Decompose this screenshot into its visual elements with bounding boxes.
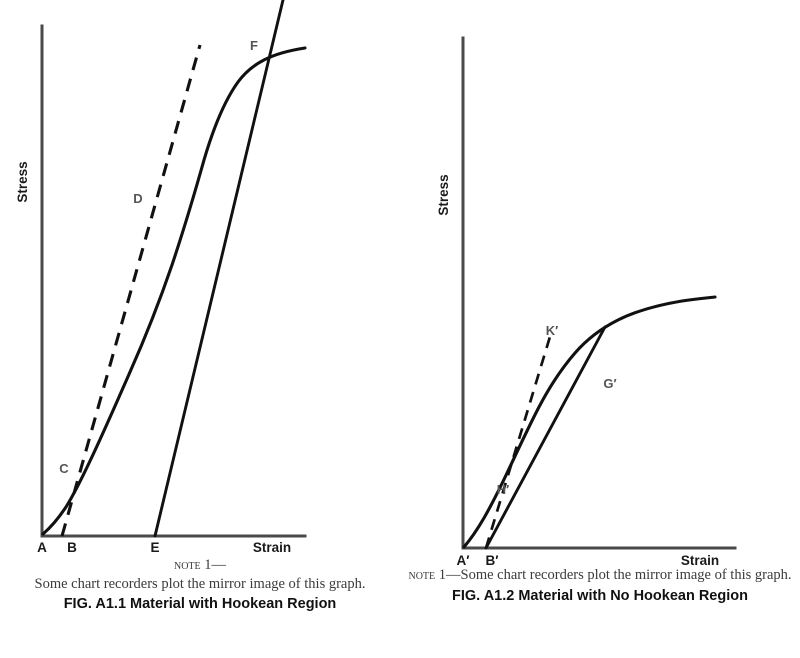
caption-a1-2: Note 1—Some chart recorders plot the mir… bbox=[400, 566, 800, 604]
point-label-H-prime: H′ bbox=[497, 482, 510, 497]
figure-a1-1: C D F A B E Strain Stress Note 1— Some c… bbox=[0, 0, 400, 612]
note-text-line: Some chart recorders plot the mirror ima… bbox=[34, 575, 366, 592]
tick-label-B-prime: B′ bbox=[486, 553, 499, 566]
note-kicker: Note 1— bbox=[173, 557, 227, 573]
tick-label-E: E bbox=[150, 540, 159, 555]
note-kicker: Note 1— bbox=[408, 567, 461, 583]
x-axis-label: Strain bbox=[253, 540, 291, 555]
point-label-G-prime: G′ bbox=[603, 376, 616, 391]
tick-label-A: A bbox=[37, 540, 47, 555]
steepest-slope-dashed-line bbox=[484, 329, 554, 549]
note-line: Note 1—Some chart recorders plot the mir… bbox=[400, 566, 800, 585]
point-label-D: D bbox=[133, 191, 142, 206]
point-label-K-prime: K′ bbox=[546, 323, 559, 338]
chord-line bbox=[484, 325, 607, 550]
y-axis-label: Stress bbox=[436, 174, 451, 215]
figure-a1-2: H′ G′ K′ A′ B′ Strain Stress Note 1—Some… bbox=[400, 0, 800, 658]
tick-label-A-prime: A′ bbox=[457, 553, 470, 566]
plot-area-a1-2: H′ G′ K′ A′ B′ Strain Stress bbox=[436, 36, 737, 566]
stress-strain-curve bbox=[462, 295, 717, 549]
figure-title: FIG. A1.1 Material with Hookean Region bbox=[63, 596, 337, 613]
plot-area-a1-1: C D F A B E Strain Stress bbox=[15, 0, 307, 555]
x-axis-label: Strain bbox=[681, 553, 719, 566]
note-text: Some chart recorders plot the mirror ima… bbox=[460, 567, 792, 583]
offset-line bbox=[153, 0, 285, 538]
tick-label-B: B bbox=[67, 540, 77, 555]
y-axis-label: Stress bbox=[15, 161, 30, 202]
point-label-C: C bbox=[59, 461, 69, 476]
caption-a1-1: Note 1— Some chart recorders plot the mi… bbox=[0, 556, 400, 612]
stress-strain-curve bbox=[41, 46, 307, 536]
figure-title: FIG. A1.2 Material with No Hookean Regio… bbox=[452, 587, 748, 604]
hookean-tangent-dashed-line bbox=[60, 44, 202, 537]
point-label-F: F bbox=[250, 38, 258, 53]
note-kicker-line: Note 1— bbox=[0, 556, 400, 575]
